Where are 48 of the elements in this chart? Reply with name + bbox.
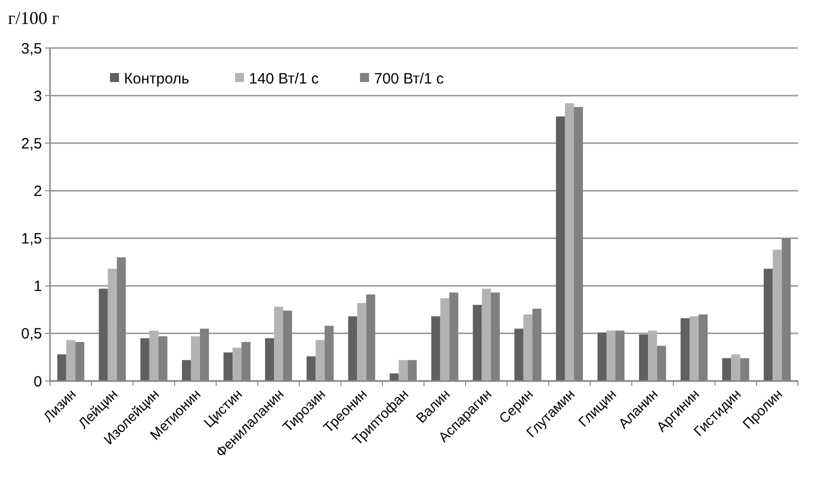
bar: [190, 336, 200, 381]
bar: [265, 338, 274, 381]
y-tick-label: 0: [34, 373, 42, 390]
bar: [182, 360, 191, 381]
y-tick-label: 3,5: [21, 40, 42, 58]
bar: [398, 360, 408, 381]
y-tick-label: 1,5: [21, 230, 42, 248]
bar: [523, 314, 532, 381]
y-tick-label: 1: [34, 278, 42, 296]
bar: [648, 330, 658, 381]
y-tick-label: 2: [34, 182, 42, 200]
bar: [357, 302, 366, 381]
bar: [772, 250, 782, 381]
bar: [556, 116, 565, 381]
bar: [722, 358, 732, 381]
legend-label: 700 Вт/1 с: [374, 70, 444, 88]
y-axis-title: г/100 г: [8, 8, 60, 28]
bar: [108, 268, 117, 381]
bar: [690, 316, 699, 381]
bar: [564, 103, 574, 381]
y-tick-label: 3: [34, 88, 42, 105]
bar: [140, 338, 150, 381]
bar: [149, 330, 158, 381]
legend-label: 140 Вт/1 с: [249, 70, 320, 88]
bar: [306, 356, 316, 381]
bar: [472, 304, 482, 381]
bar: [431, 316, 440, 381]
bar: [731, 354, 740, 381]
bar: [764, 268, 773, 381]
bar: [597, 332, 606, 381]
legend-label: Контроль: [124, 70, 190, 88]
bar: [274, 306, 284, 381]
bar: [606, 330, 616, 381]
bar: [348, 316, 358, 381]
bar: [223, 352, 232, 381]
bar: [66, 340, 76, 381]
bar: [680, 318, 690, 381]
bar: [482, 288, 491, 381]
y-tick-label: 2,5: [21, 135, 42, 152]
y-tick-label: 0,5: [21, 326, 42, 343]
bar: [316, 340, 325, 381]
bar: [639, 334, 648, 381]
bar: [390, 373, 399, 381]
bar: [514, 328, 524, 381]
bar: [57, 354, 66, 381]
bar: [98, 288, 108, 381]
bar: [440, 298, 450, 381]
bar: [232, 348, 242, 381]
